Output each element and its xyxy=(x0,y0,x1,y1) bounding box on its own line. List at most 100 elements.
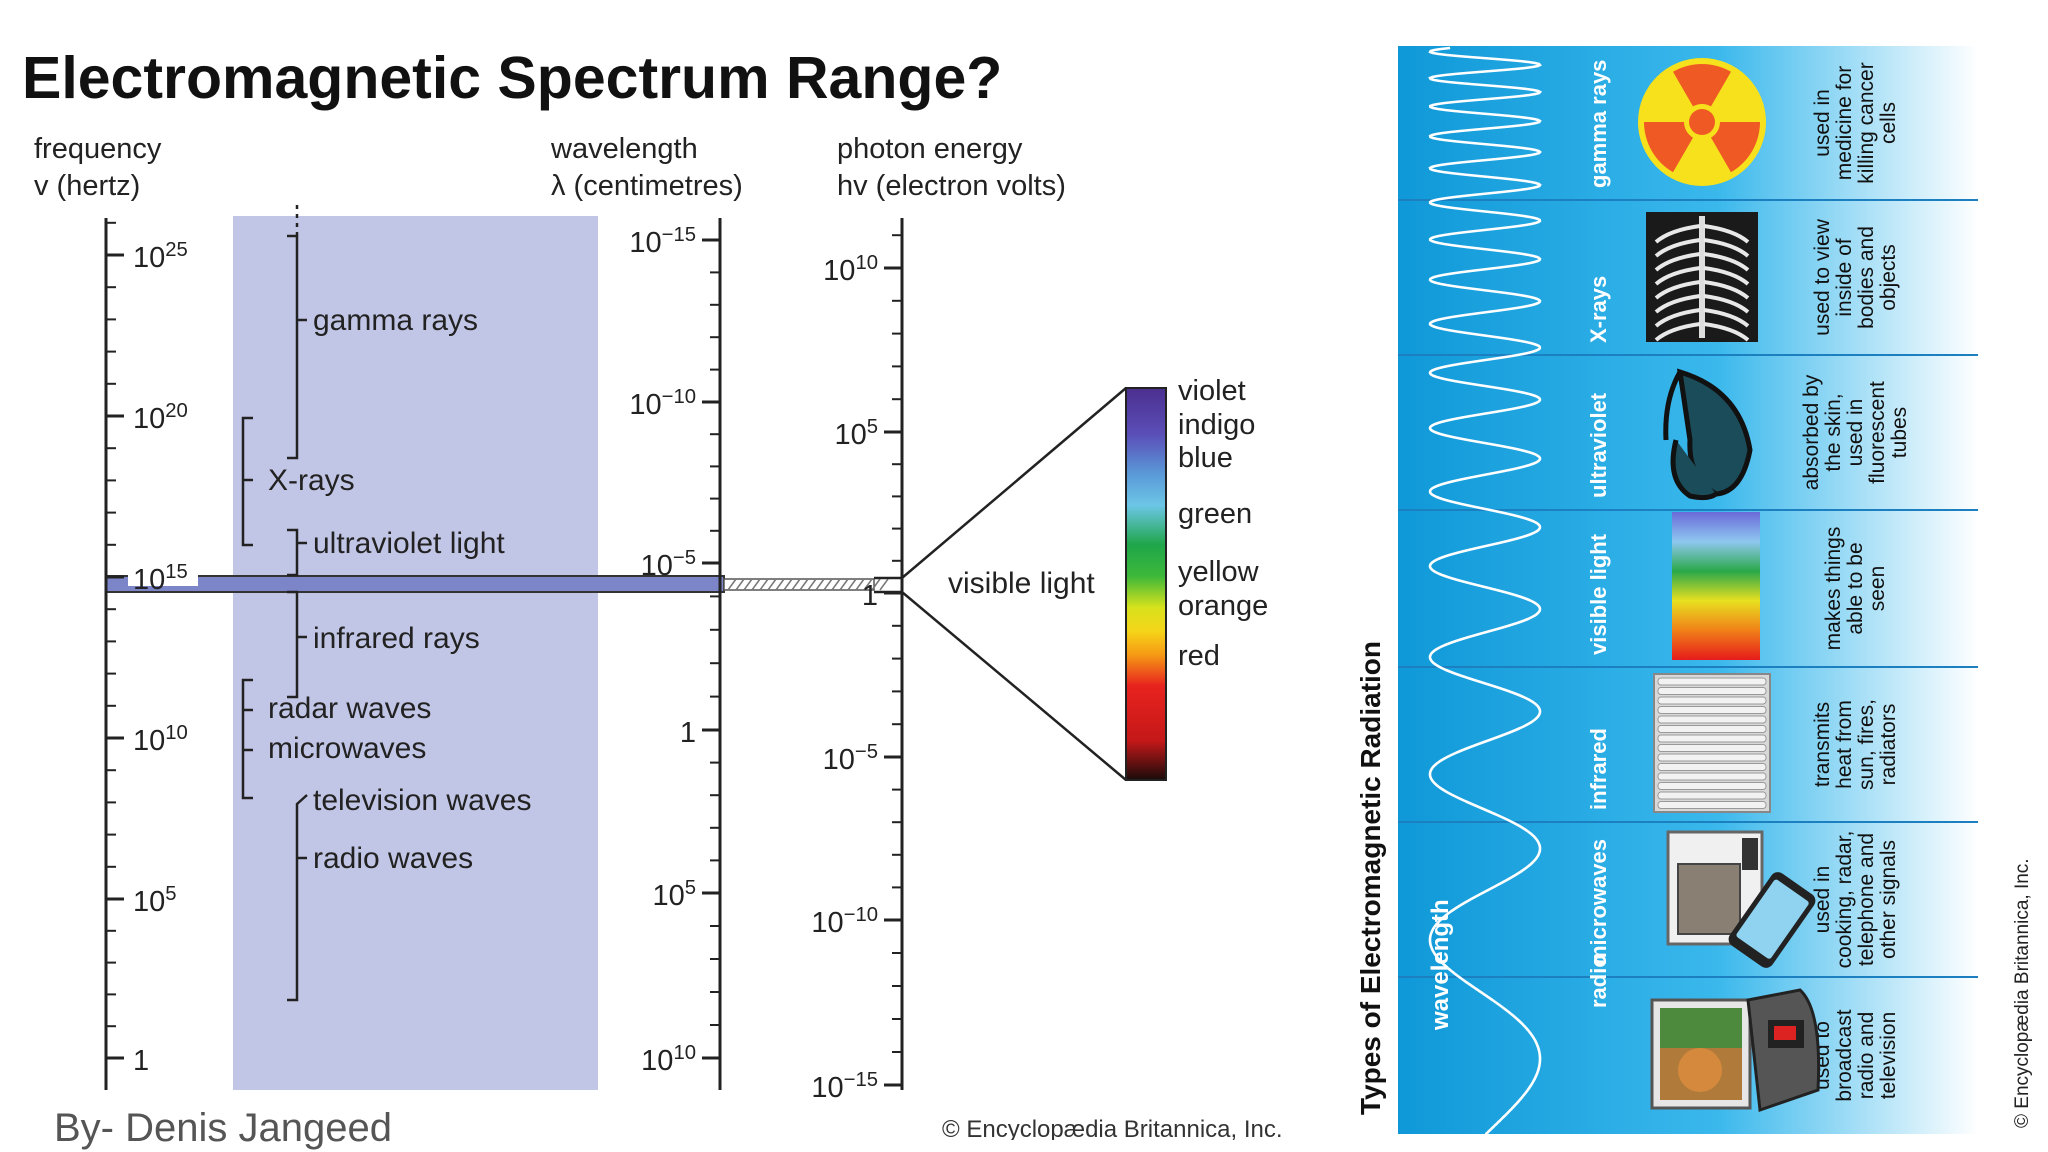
use-line-x-rays: objects xyxy=(1877,244,1900,311)
frequency-tick-label: 1 xyxy=(133,1045,149,1077)
use-line-ultraviolet: used in xyxy=(1844,399,1867,467)
visible-spectrum-bar xyxy=(1125,387,1167,781)
ultraviolet-bracket xyxy=(287,528,299,577)
microwave-bracket xyxy=(241,678,253,800)
hatch-line xyxy=(815,578,825,591)
band-label-radar-waves: radar waves xyxy=(268,692,431,725)
frequency-tick-label: 1020 xyxy=(133,400,188,435)
energy-tick-label: 105 xyxy=(834,416,878,451)
frequency-tick-label: 105 xyxy=(133,883,177,918)
radiator-icon xyxy=(1653,673,1771,813)
use-line-ultraviolet: fluorescent xyxy=(1866,381,1889,484)
energy-header: photon energy xyxy=(837,133,1023,165)
hatch-line xyxy=(871,578,881,591)
gamma-bracket xyxy=(287,234,299,460)
visible-color-violet: violet xyxy=(1178,375,1246,407)
band-label-infrared-rays: infrared rays xyxy=(313,622,480,655)
band-label-microwaves: microwaves xyxy=(268,732,426,765)
hatch-line xyxy=(735,578,745,591)
use-line-infrared: radiators xyxy=(1877,704,1900,786)
energy-tick-label: 1 xyxy=(862,580,878,612)
radiation-icon xyxy=(1638,58,1766,186)
energy-tick-label: 10−15 xyxy=(811,1069,878,1104)
visible-zoom-line-top xyxy=(874,387,1127,580)
energy-unit: hv (electron volts) xyxy=(837,170,1066,202)
type-label-ultraviolet: ultraviolet xyxy=(1586,392,1611,498)
use-line-visible-light: able to be xyxy=(1844,542,1867,634)
visible-zoom-line-bottom xyxy=(874,590,1127,781)
right-title: Types of Electromagnetic Radiation xyxy=(1360,641,1386,1115)
band-label-gamma-rays: gamma rays xyxy=(313,304,478,337)
wavelength-tick-label: 10−15 xyxy=(629,224,696,259)
energy-tick-label: 10−10 xyxy=(811,904,878,939)
hatch-line xyxy=(751,578,761,591)
hatch-line xyxy=(831,578,841,591)
type-label-radio: radio xyxy=(1586,954,1611,1008)
hatch-line xyxy=(759,578,769,591)
radio-bracket xyxy=(287,794,308,1002)
use-line-x-rays: bodies and xyxy=(1855,226,1878,329)
use-line-gamma-rays: cells xyxy=(1877,102,1900,144)
type-label-gamma-rays: gamma rays xyxy=(1586,60,1611,188)
use-line-radio: radio and xyxy=(1855,1012,1878,1100)
use-line-ultraviolet: the skin, xyxy=(1822,393,1845,471)
band-label-x-rays: X-rays xyxy=(268,464,355,497)
xray-bracket xyxy=(241,416,253,547)
wavelength-tick-label: 10−10 xyxy=(629,386,696,421)
frequency-unit: v (hertz) xyxy=(34,170,140,202)
use-line-gamma-rays: medicine for xyxy=(1833,66,1856,180)
use-line-gamma-rays: used in xyxy=(1811,89,1834,157)
author-byline: By- Denis Jangeed xyxy=(54,1106,392,1150)
right-credit: © Encyclopædia Britannica, Inc. xyxy=(2012,858,2033,1128)
use-line-ultraviolet: tubes xyxy=(1888,407,1911,458)
wavelength-tick-label: 1010 xyxy=(641,1042,696,1077)
wavelength-unit: λ (centimetres) xyxy=(551,170,743,202)
visible-color-yellow: yellow xyxy=(1178,556,1260,588)
use-line-x-rays: inside of xyxy=(1833,238,1856,316)
hatch-line xyxy=(791,578,801,591)
hatch-line xyxy=(823,578,833,591)
hatch-line xyxy=(855,578,865,591)
wavelength-axis-label: wavelength xyxy=(1427,899,1454,1031)
use-line-microwaves: used in xyxy=(1811,866,1834,934)
hatch-line xyxy=(775,578,785,591)
xray-ribcage-icon xyxy=(1646,212,1758,342)
use-line-radio: broadcast xyxy=(1833,1009,1856,1101)
hatch-line xyxy=(839,578,849,591)
visible-light-hatch xyxy=(723,578,875,591)
left-credit: © Encyclopædia Britannica, Inc. xyxy=(942,1116,1283,1140)
wavelength-tick-label: 1 xyxy=(680,717,696,749)
energy-tick-label: 1010 xyxy=(823,252,878,287)
hatch-line xyxy=(767,578,777,591)
band-label-television-waves: television waves xyxy=(313,784,531,817)
type-label-infrared: infrared xyxy=(1586,728,1611,810)
wavelength-header: wavelength xyxy=(550,133,698,165)
use-line-visible-light: seen xyxy=(1866,566,1889,612)
use-line-ultraviolet: absorbed by xyxy=(1800,374,1823,490)
use-line-microwaves: telephone and xyxy=(1855,833,1878,966)
use-line-x-rays: used to view xyxy=(1811,218,1834,336)
frequency-tick-label: 1015 xyxy=(133,561,188,596)
hatch-line xyxy=(863,578,873,591)
visible-color-red: red xyxy=(1178,640,1220,672)
visible-color-indigo: indigo xyxy=(1178,409,1255,441)
use-line-radio: television xyxy=(1877,1012,1900,1100)
wave-line xyxy=(1428,46,1543,1136)
spectrum-range-diagram: frequency v (hertz) wavelength λ (centimetr… xyxy=(34,133,1283,1140)
spectrum-band xyxy=(233,216,598,1090)
hatch-line xyxy=(743,578,753,591)
band-label-radio-waves: radio waves xyxy=(313,842,473,875)
hatch-line xyxy=(879,578,889,591)
type-label-x-rays: X-rays xyxy=(1586,276,1611,343)
use-line-infrared: transmits xyxy=(1811,702,1834,787)
hatch-line xyxy=(799,578,809,591)
hatch-line xyxy=(727,578,737,591)
wavelength-tick-label: 10−5 xyxy=(641,547,696,582)
visible-light-label: visible light xyxy=(948,567,1095,600)
energy-tick-label: 10−5 xyxy=(823,741,878,776)
visible-color-green: green xyxy=(1178,498,1252,530)
use-line-gamma-rays: killing cancer xyxy=(1855,62,1878,183)
frequency-tick-label: 1025 xyxy=(133,239,188,274)
spectrum-icon xyxy=(1672,512,1760,660)
